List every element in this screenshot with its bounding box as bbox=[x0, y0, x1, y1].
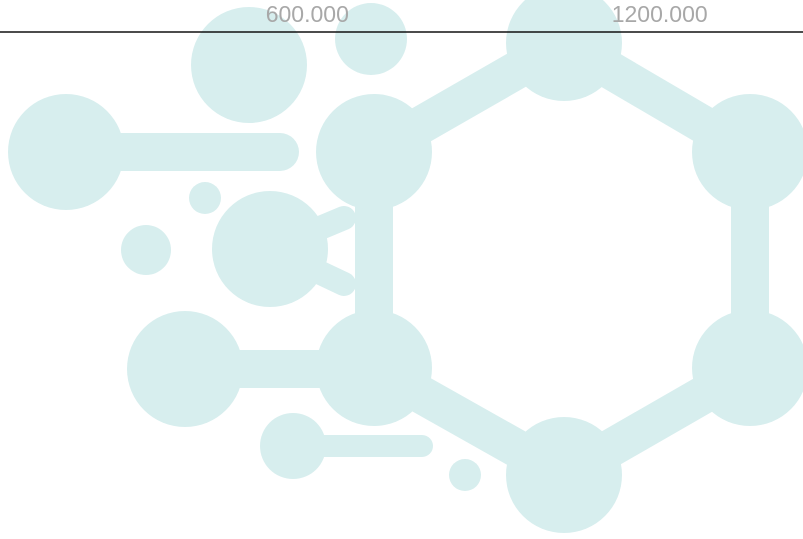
x-tick-label: 600.000 bbox=[266, 1, 349, 27]
x-tick-label: 1200.000 bbox=[612, 1, 708, 27]
